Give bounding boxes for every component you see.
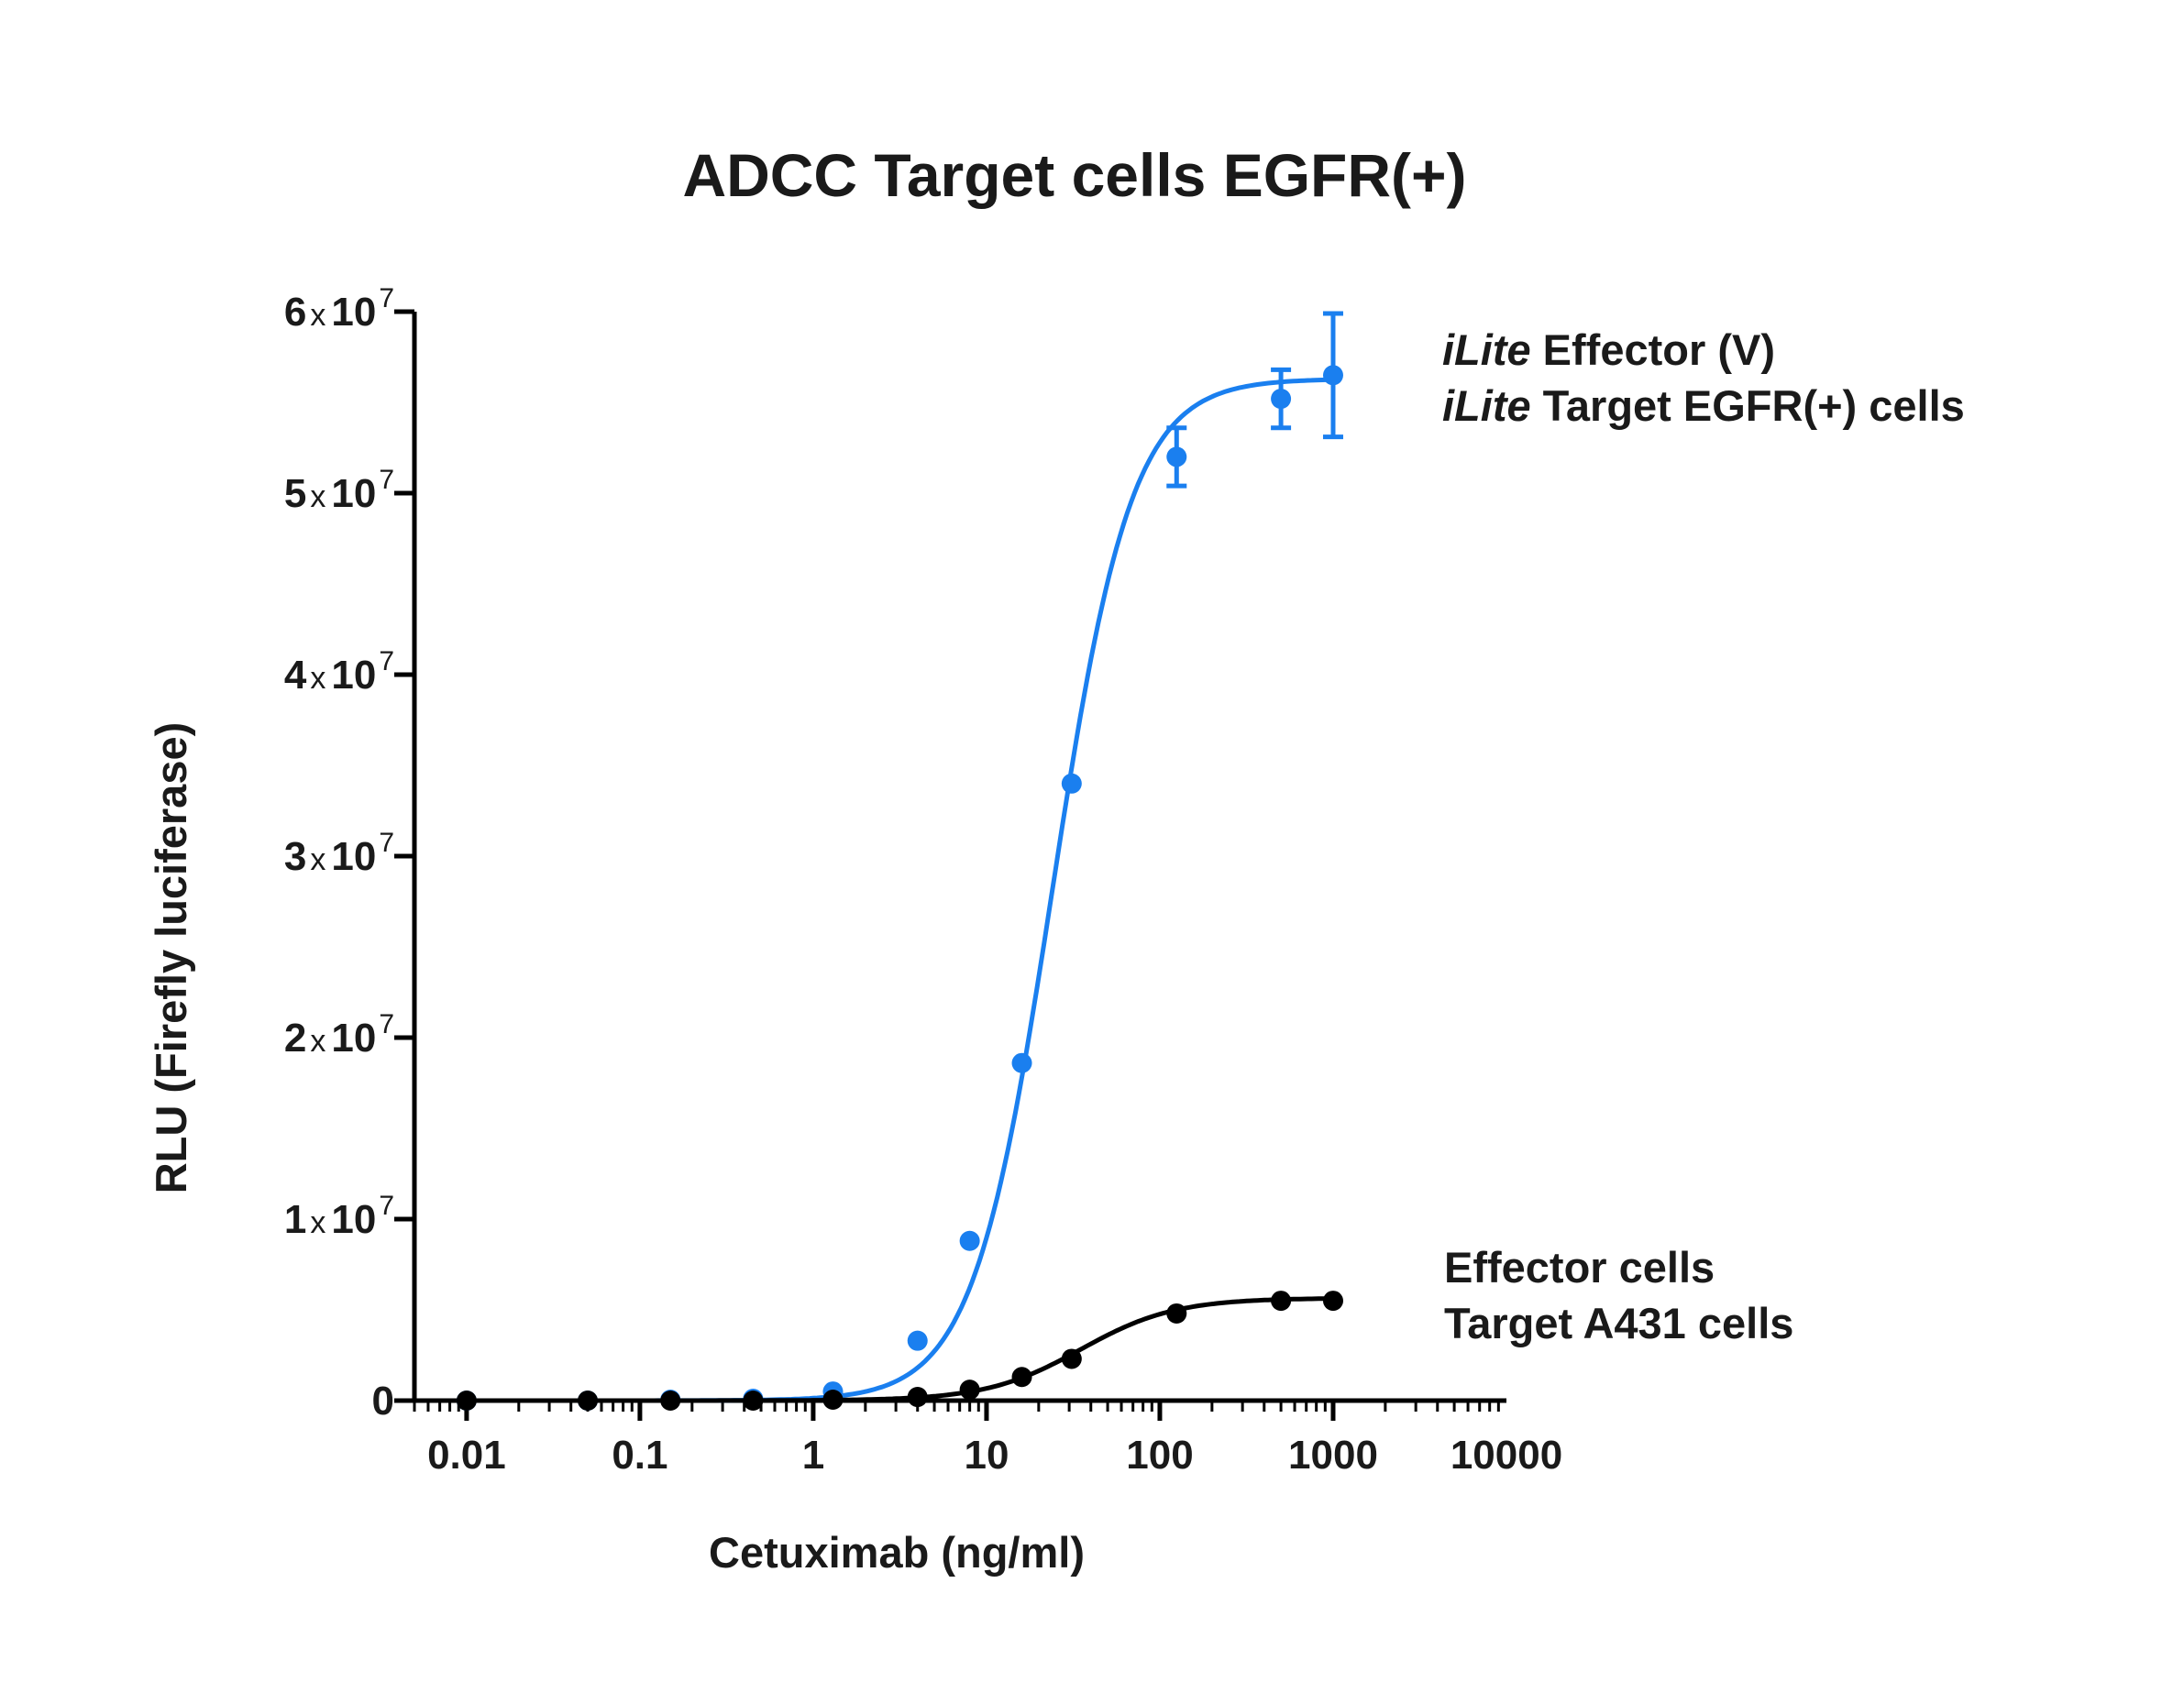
y-tick-mantissa: 2 (284, 1016, 306, 1061)
y-tick-times: x (310, 1205, 325, 1240)
legend-label-0: iLite Effector (V) (1442, 325, 1775, 374)
x-tick-label: 0.01 (427, 1433, 506, 1478)
data-point (1011, 1367, 1032, 1388)
data-point (1061, 773, 1082, 794)
y-tick-exponent: 7 (379, 828, 394, 858)
y-ticks: 01 x 10 72 x 10 73 x 10 74 x 10 75 x 10 76 x 10 7 (284, 283, 414, 1424)
data-point (959, 1380, 980, 1401)
y-tick-exponent: 7 (379, 646, 394, 676)
legend-italic: iLite (1442, 381, 1531, 430)
y-tick-exponent: 7 (379, 1009, 394, 1039)
legend-text: Target EGFR(+) cells (1531, 381, 1965, 430)
data-point (1322, 365, 1343, 386)
legend-text: Effector cells (1444, 1243, 1715, 1292)
y-tick-mantissa: 6 (284, 290, 306, 335)
y-tick-mantissa: 3 (284, 834, 306, 879)
y-tick-base: 10 (331, 471, 376, 516)
data-point (578, 1391, 599, 1411)
x-ticks: 0.01 0.1 1 10 100 1000 10000 (413, 1401, 1562, 1478)
x-tick-label: 100 (1126, 1433, 1193, 1478)
data-point (959, 1230, 980, 1251)
y-tick-label: 0 (372, 1379, 394, 1424)
chart-title: ADCC Target cells EGFR(+) (682, 141, 1466, 209)
legend-label-1: Target A431 cells (1444, 1299, 1793, 1347)
data-point (907, 1330, 928, 1351)
x-tick-label: 1000 (1288, 1433, 1378, 1478)
x-tick-label: 10000 (1450, 1433, 1562, 1478)
series-0 (456, 311, 1343, 1411)
y-tick-label: 2 x 10 7 (284, 1009, 394, 1061)
legend-label-0: iLite Target EGFR(+) cells (1442, 381, 1965, 430)
data-point (1271, 389, 1292, 410)
data-point (1271, 1291, 1292, 1312)
y-tick-mantissa: 5 (284, 471, 306, 516)
y-tick-base: 10 (331, 1197, 376, 1242)
data-point (1166, 446, 1187, 467)
data-point (660, 1391, 681, 1411)
x-tick-label: 1 (802, 1433, 824, 1478)
y-tick-label: 5 x 10 7 (284, 465, 394, 516)
series-1 (456, 1291, 1343, 1411)
data-point (1322, 1291, 1343, 1312)
y-tick-label: 3 x 10 7 (284, 828, 394, 879)
x-tick-label: 0.1 (612, 1433, 667, 1478)
y-tick-exponent: 7 (379, 465, 394, 495)
y-tick-base: 10 (331, 1016, 376, 1061)
y-tick-exponent: 7 (379, 1191, 394, 1221)
series-layer (456, 311, 1343, 1411)
legend-text: Effector (V) (1531, 325, 1775, 374)
y-tick-times: x (310, 842, 325, 877)
y-tick-exponent: 7 (379, 283, 394, 313)
data-point (1011, 1052, 1032, 1073)
data-point (1061, 1348, 1082, 1369)
legend: iLite Effector (V)iLite Target EGFR(+) c… (1442, 325, 1965, 1347)
y-tick-label: 1 x 10 7 (284, 1191, 394, 1242)
x-tick-label: 10 (964, 1433, 1009, 1478)
y-axis-label: RLU (Firefly luciferase) (147, 722, 195, 1194)
data-point (1166, 1303, 1187, 1324)
x-axis-label: Cetuximab (ng/ml) (709, 1528, 1085, 1577)
y-tick-times: x (310, 1024, 325, 1059)
y-tick-base: 10 (331, 290, 376, 335)
legend-label-1: Effector cells (1444, 1243, 1715, 1292)
y-tick-times: x (310, 479, 325, 514)
data-point (907, 1387, 928, 1408)
y-tick-label: 4 x 10 7 (284, 646, 394, 698)
data-point (456, 1391, 477, 1411)
legend-italic: iLite (1442, 325, 1531, 374)
y-tick-mantissa: 0 (372, 1379, 394, 1424)
legend-text: Target A431 cells (1444, 1299, 1793, 1347)
y-tick-times: x (310, 661, 325, 696)
y-tick-mantissa: 1 (284, 1197, 306, 1242)
y-tick-label: 6 x 10 7 (284, 283, 394, 335)
fit-curve-1 (466, 1296, 1333, 1403)
data-point (822, 1390, 844, 1411)
fit-curve-0 (466, 377, 1334, 1403)
y-tick-base: 10 (331, 653, 376, 698)
y-tick-times: x (310, 298, 325, 333)
y-tick-base: 10 (331, 834, 376, 879)
y-tick-mantissa: 4 (284, 653, 307, 698)
data-point (743, 1391, 764, 1411)
